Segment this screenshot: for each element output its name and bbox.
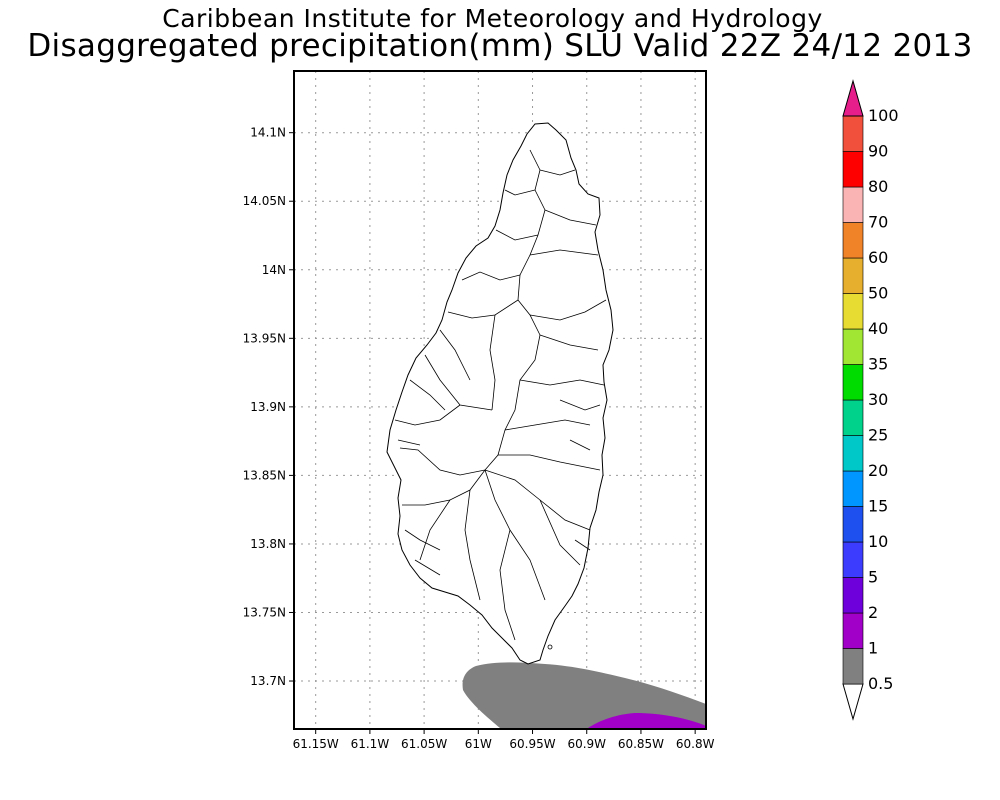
lat-tick-label: 13.9N [250,400,286,414]
colorbar-swatch [842,257,864,294]
colorbar-swatch [842,399,864,436]
lon-tick-label: 61W [465,737,492,751]
lon-tick-label: 60.8W [676,737,715,751]
colorbar-swatch [842,648,864,685]
colorbar-level-label: 90 [868,142,888,161]
lon-tick-label: 61.15W [293,737,339,751]
lat-tick-label: 13.8N [250,537,286,551]
colorbar-level-label: 1 [868,639,878,658]
latitude-axis: 14.1N 14.05N 14N 13.95N 13.9N 13.85N 13.8N 13.7… [243,126,294,688]
colorbar-swatch [842,151,864,188]
colorbar-level-label: 40 [868,319,888,338]
watershed-boundaries [394,149,607,641]
island-outline [386,122,614,665]
colorbar-over-triangle [842,79,864,117]
colorbar-swatch [842,577,864,614]
lon-tick-label: 61.05W [401,737,447,751]
lat-tick-label: 13.75N [243,605,286,619]
colorbar-level-label: 70 [868,213,888,232]
colorbar-level-label: 50 [868,284,888,303]
islet [547,644,553,650]
colorbar-level-label: 10 [868,532,888,551]
colorbar-swatch [842,328,864,365]
colorbar-swatch [842,186,864,223]
colorbar-swatch [842,435,864,472]
plot-frame [293,70,707,730]
lat-tick-label: 13.7N [250,674,286,688]
saint-lucia-island [386,122,614,665]
lat-tick-label: 14N [262,263,286,277]
lon-tick-label: 60.9W [567,737,606,751]
colorbar-swatch [842,541,864,578]
lat-tick-label: 14.05N [243,194,286,208]
colorbar-swatch [842,293,864,330]
lat-tick-label: 13.85N [243,468,286,482]
precip-area-1-2mm [588,713,706,728]
colorbar-swatch [842,222,864,259]
colorbar-swatch [842,506,864,543]
colorbar-swatch [842,115,864,152]
precipitation-shading [462,662,706,728]
colorbar-level-label: 5 [868,568,878,587]
chart-subtitle: Disaggregated precipitation(mm) SLU Vali… [27,28,973,64]
precip-area-0.5-1mm [462,662,706,728]
lon-tick-label: 61.1W [351,737,390,751]
chart-title: Caribbean Institute for Meteorology and … [162,4,823,33]
longitude-axis: 61.15W 61.1W 61.05W 61W 60.95W 60.9W 60.85W 60.… [293,729,715,751]
colorbar-level-label: 30 [868,390,888,409]
colorbar-level-label: 35 [868,355,888,374]
colorbar-level-label: 80 [868,177,888,196]
colorbar-level-label: 60 [868,248,888,267]
lat-tick-label: 13.95N [243,331,286,345]
lon-tick-label: 60.85W [618,737,664,751]
colorbar-level-label: 25 [868,426,888,445]
colorbar-swatch [842,470,864,507]
colorbar-level-label: 100 [868,106,899,125]
colorbar-level-label: 2 [868,603,878,622]
colorbar-level-label: 15 [868,497,888,516]
lon-tick-label: 60.95W [509,737,555,751]
colorbar-swatch [842,364,864,401]
colorbar-under-triangle [842,683,864,721]
lat-tick-label: 14.1N [250,126,286,140]
colorbar-swatch [842,612,864,649]
colorbar-level-label: 20 [868,461,888,480]
colorbar-level-label: 0.5 [868,674,893,693]
